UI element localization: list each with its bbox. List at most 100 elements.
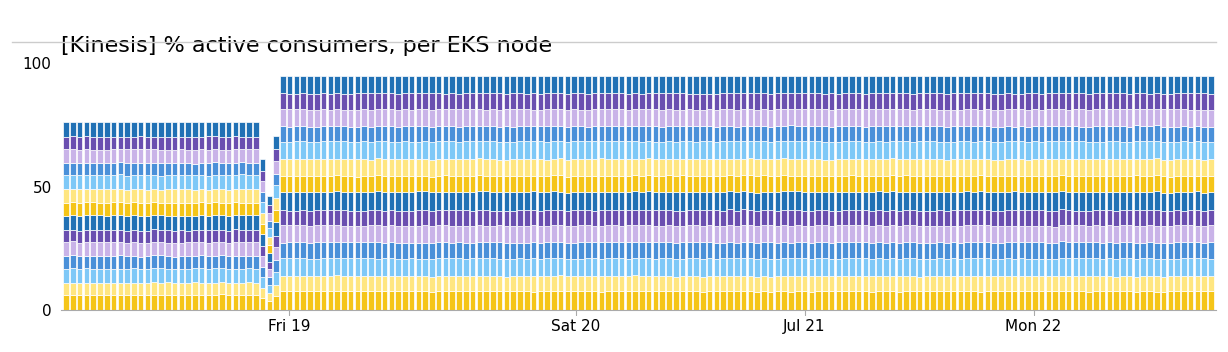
Bar [91,230,96,242]
Bar [321,210,327,225]
Bar [538,76,543,94]
Bar [1106,291,1113,310]
Bar [158,190,163,203]
Bar [1060,93,1065,109]
Bar [151,295,157,310]
Bar [368,291,373,310]
Bar [1012,142,1017,159]
Bar [402,276,408,291]
Bar [754,291,760,310]
Bar [104,256,109,269]
Bar [124,283,130,295]
Bar [361,142,367,159]
Bar [517,210,523,226]
Bar [775,192,780,211]
Bar [165,122,171,137]
Bar [219,256,225,268]
Bar [673,142,679,159]
Bar [958,192,963,210]
Bar [754,93,760,109]
Bar [802,258,807,276]
Bar [558,258,564,276]
Bar [585,94,591,110]
Bar [1195,109,1200,126]
Bar [253,256,259,269]
Bar [205,203,211,215]
Bar [530,159,537,176]
Bar [111,230,117,243]
Bar [205,137,211,150]
Bar [293,109,300,126]
Bar [77,216,82,231]
Bar [829,291,834,310]
Bar [233,149,238,163]
Bar [740,225,747,242]
Bar [1168,159,1173,177]
Bar [713,291,720,310]
Bar [341,126,346,141]
Bar [307,142,313,159]
Bar [1018,291,1024,310]
Bar [1073,109,1078,126]
Bar [877,291,882,310]
Bar [463,142,469,159]
Bar [341,141,346,159]
Bar [91,137,96,150]
Bar [890,210,895,226]
Bar [436,109,442,126]
Bar [1106,141,1113,159]
Bar [280,76,286,94]
Bar [850,109,855,126]
Bar [815,276,820,291]
Bar [896,176,903,192]
Bar [781,225,787,243]
Bar [274,247,279,260]
Bar [1187,210,1194,225]
Bar [1093,142,1099,159]
Bar [1032,210,1038,226]
Bar [1060,241,1065,258]
Bar [280,243,286,258]
Bar [1160,142,1167,160]
Bar [740,291,747,310]
Bar [321,159,327,176]
Bar [503,176,510,193]
Bar [904,109,909,126]
Bar [64,203,69,216]
Bar [314,176,319,192]
Bar [1079,276,1086,291]
Bar [287,176,292,192]
Bar [585,76,591,94]
Bar [247,282,252,295]
Bar [1100,159,1105,176]
Bar [1005,276,1011,291]
Bar [70,230,76,241]
Bar [991,243,997,259]
Bar [958,226,963,243]
Bar [422,210,427,225]
Bar [605,93,610,109]
Bar [538,192,543,210]
Bar [118,230,123,242]
Bar [890,291,895,310]
Bar [592,109,597,126]
Bar [829,142,834,159]
Bar [449,93,456,109]
Bar [1106,258,1113,276]
Bar [667,76,672,93]
Bar [172,150,177,163]
Bar [530,93,537,109]
Bar [544,258,550,276]
Bar [165,282,171,295]
Bar [795,276,801,291]
Bar [904,291,909,310]
Bar [977,191,984,210]
Bar [84,163,90,175]
Bar [619,141,624,159]
Bar [1181,76,1186,93]
Bar [490,93,496,109]
Bar [850,258,855,276]
Bar [673,226,679,243]
Bar [578,191,583,210]
Bar [1201,226,1207,243]
